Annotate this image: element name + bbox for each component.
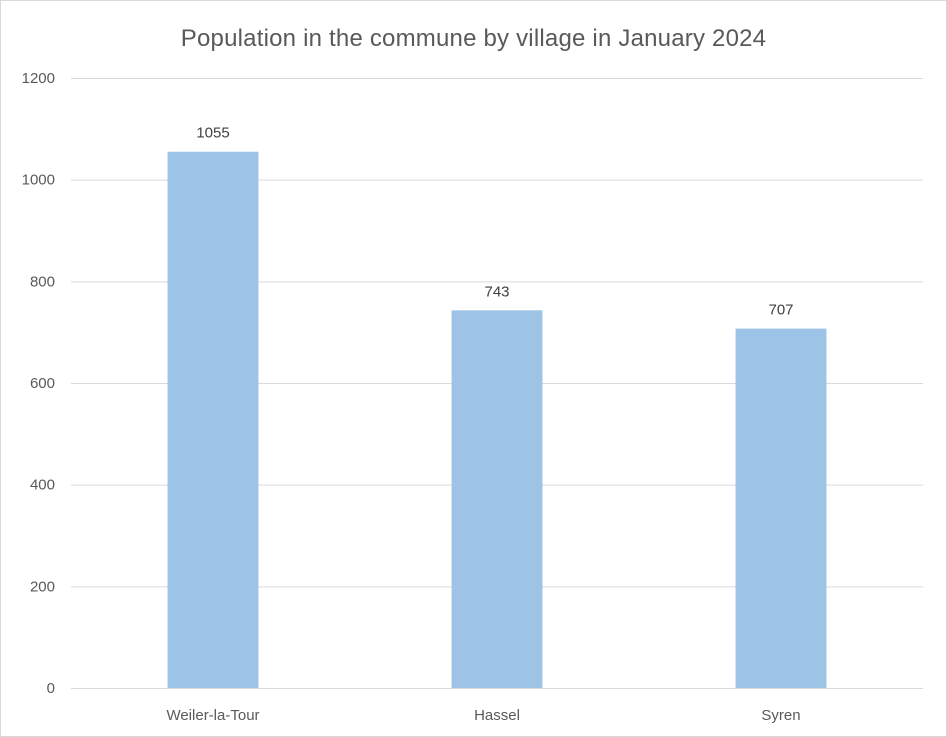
y-tick-label-600: 600 [30,375,55,392]
y-tick-label-0: 0 [47,680,55,697]
y-tick-label-400: 400 [30,477,55,494]
x-tick-label-hassel: Hassel [474,707,520,724]
data-label-weiler-la-tour: 1055 [196,125,229,142]
data-labels: 1055 743 707 [196,125,793,319]
data-label-syren: 707 [768,302,793,319]
x-tick-label-syren: Syren [761,707,800,724]
y-tick-label-1200: 1200 [22,70,55,87]
bars [167,151,827,689]
bar-weiler-la-tour [167,151,259,689]
data-label-hassel: 743 [484,283,509,300]
bar-hassel [451,310,543,688]
y-tick-label-800: 800 [30,273,55,290]
chart-title: Population in the commune by village in … [180,25,767,52]
x-tick-label-weiler-la-tour: Weiler-la-Tour [166,707,259,724]
y-tick-label-200: 200 [30,578,55,595]
y-axis: 0 200 400 600 800 1000 1200 [22,70,55,697]
bar-syren [735,328,827,688]
y-tick-label-1000: 1000 [22,172,55,189]
x-axis: Weiler-la-Tour Hassel Syren [166,707,800,724]
